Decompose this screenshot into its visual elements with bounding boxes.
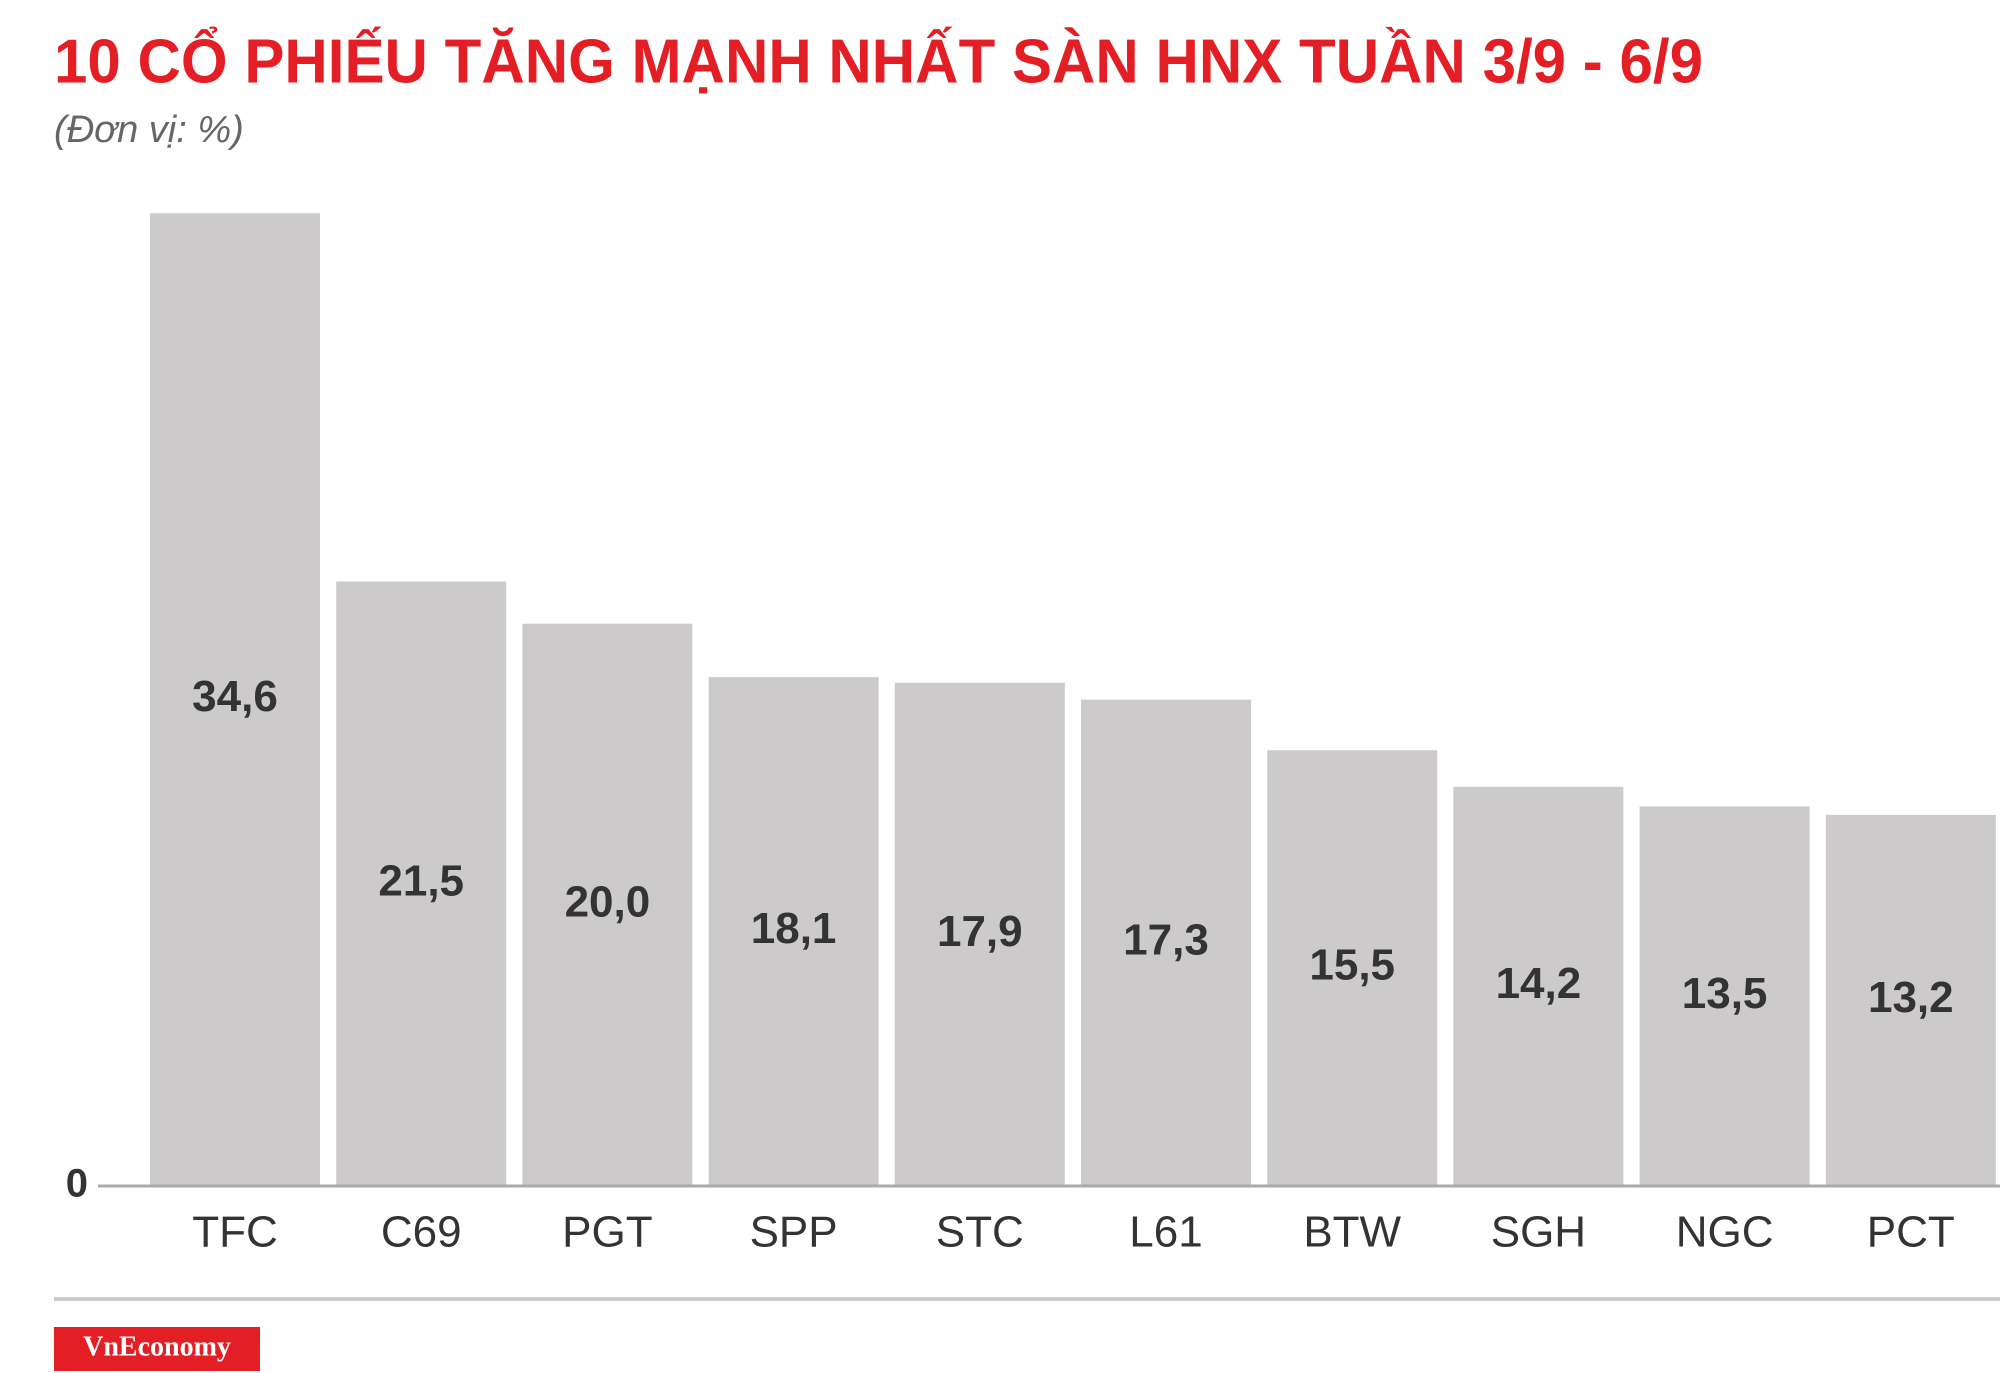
- x-tick-label: STC: [936, 1208, 1024, 1257]
- x-tick-label: L61: [1129, 1208, 1202, 1257]
- bar: [894, 682, 1065, 1186]
- data-label: 17,9: [937, 907, 1023, 956]
- data-label: 20,0: [565, 877, 651, 926]
- bar: [150, 213, 320, 1186]
- bar: [1081, 699, 1251, 1186]
- bar: [1825, 814, 1996, 1186]
- data-label: 17,3: [1123, 915, 1209, 964]
- x-tick-label: NGC: [1676, 1208, 1774, 1257]
- source-badge: [54, 1327, 260, 1371]
- data-label: 21,5: [378, 856, 464, 905]
- data-label: 34,6: [192, 672, 278, 721]
- bar: [522, 623, 693, 1186]
- x-tick-label: SPP: [750, 1208, 838, 1257]
- chart-title: 10 CỔ PHIẾU TĂNG MẠNH NHẤT SÀN HNX TUẦN …: [54, 26, 1703, 96]
- bar: [336, 581, 507, 1186]
- data-label: 13,5: [1682, 969, 1768, 1018]
- bar: [1267, 750, 1438, 1186]
- data-label: 18,1: [751, 904, 837, 953]
- x-tick-label: BTW: [1303, 1208, 1401, 1257]
- x-tick-label: TFC: [192, 1208, 278, 1257]
- x-tick-label: C69: [381, 1208, 462, 1257]
- bar: [1639, 806, 1810, 1186]
- x-tick-label: PCT: [1867, 1208, 1955, 1257]
- x-tick-label: PGT: [562, 1208, 652, 1257]
- data-label: 15,5: [1309, 941, 1395, 990]
- bar: [1453, 786, 1624, 1186]
- bar: [708, 677, 879, 1186]
- data-label: 13,2: [1868, 973, 1954, 1022]
- data-label: 14,2: [1496, 959, 1582, 1008]
- x-tick-label: SGH: [1491, 1208, 1586, 1257]
- chart-subtitle: (Đơn vị: %): [54, 109, 244, 151]
- y-tick-label: 0: [66, 1162, 88, 1206]
- source-label: VnEconomy: [83, 1331, 231, 1362]
